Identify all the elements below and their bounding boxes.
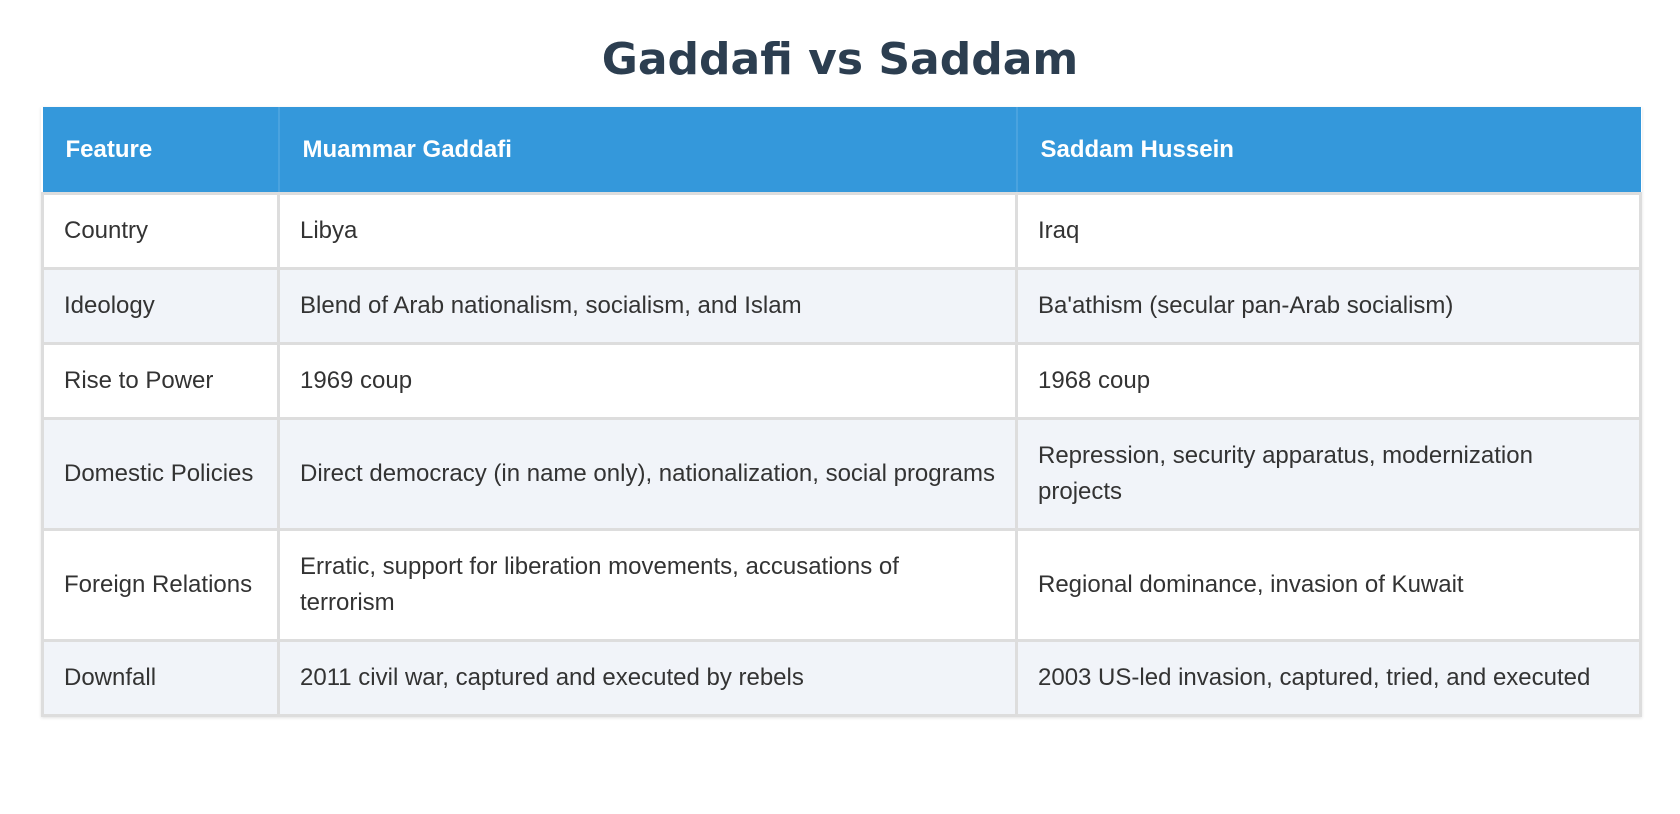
header-gaddafi: Muammar Gaddafi: [278, 107, 1018, 194]
feature-cell: Country: [41, 192, 280, 270]
table-row: Downfall 2011 civil war, captured and ex…: [41, 639, 1642, 717]
gaddafi-cell: Blend of Arab nationalism, socialism, an…: [277, 267, 1018, 345]
table-row: Foreign Relations Erratic, support for l…: [41, 528, 1642, 642]
saddam-cell: Regional dominance, invasion of Kuwait: [1015, 528, 1642, 642]
gaddafi-cell: 2011 civil war, captured and executed by…: [277, 639, 1018, 717]
saddam-cell: Iraq: [1015, 192, 1642, 270]
saddam-cell: Ba'athism (secular pan-Arab socialism): [1015, 267, 1642, 345]
table-row: Rise to Power 1969 coup 1968 coup: [41, 342, 1642, 420]
gaddafi-cell: Libya: [277, 192, 1018, 270]
feature-cell: Foreign Relations: [41, 528, 280, 642]
comparison-table: Feature Muammar Gaddafi Saddam Hussein C…: [41, 107, 1642, 717]
feature-cell: Ideology: [41, 267, 280, 345]
table-row: Domestic Policies Direct democracy (in n…: [41, 417, 1642, 531]
header-saddam: Saddam Hussein: [1016, 107, 1641, 194]
gaddafi-cell: Erratic, support for liberation movement…: [277, 528, 1018, 642]
feature-cell: Rise to Power: [41, 342, 280, 420]
saddam-cell: 2003 US-led invasion, captured, tried, a…: [1015, 639, 1642, 717]
feature-cell: Domestic Policies: [41, 417, 280, 531]
gaddafi-cell: 1969 coup: [277, 342, 1018, 420]
header-feature: Feature: [42, 107, 280, 194]
saddam-cell: 1968 coup: [1015, 342, 1642, 420]
saddam-cell: Repression, security apparatus, moderniz…: [1015, 417, 1642, 531]
table-row: Ideology Blend of Arab nationalism, soci…: [41, 267, 1642, 345]
page-title: Gaddafi vs Saddam: [601, 34, 1079, 85]
table-header-row: Feature Muammar Gaddafi Saddam Hussein: [42, 107, 1641, 194]
table-row: Country Libya Iraq: [41, 192, 1642, 270]
feature-cell: Downfall: [41, 639, 280, 717]
gaddafi-cell: Direct democracy (in name only), nationa…: [277, 417, 1018, 531]
